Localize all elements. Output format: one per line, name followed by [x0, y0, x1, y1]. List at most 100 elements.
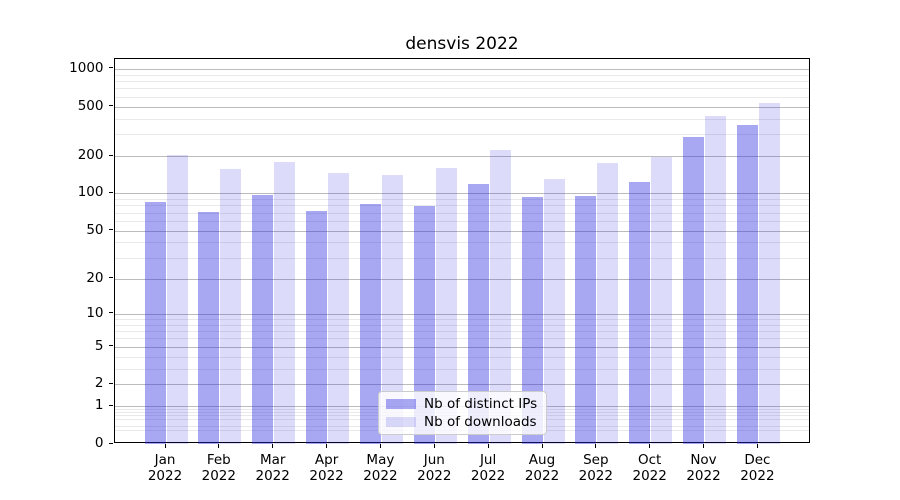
y-tick-mark [109, 345, 113, 347]
chart-title: densvis 2022 [405, 34, 519, 54]
minor-gridline [114, 199, 809, 201]
x-tick-label: Jan 2022 [147, 452, 183, 484]
bar-downloads-feb [220, 169, 242, 444]
x-tick-mark [218, 443, 220, 448]
x-tick-mark [433, 443, 435, 448]
bar-distinct-ips-jun [413, 206, 435, 444]
bar-downloads-dec [758, 102, 780, 444]
x-tick-label: Dec 2022 [740, 452, 775, 484]
x-tick-mark [595, 443, 597, 448]
bar-distinct-ips-mar [252, 194, 274, 444]
y-tick-mark [109, 442, 113, 444]
y-tick-mark [109, 312, 113, 314]
bar-downloads-aug [543, 178, 565, 444]
legend-swatch-downloads [386, 417, 416, 427]
x-tick-label: Feb 2022 [201, 452, 236, 484]
bar-distinct-ips-sep [575, 195, 597, 444]
bar-downloads-apr [328, 173, 350, 444]
bar-downloads-oct [651, 157, 673, 444]
bar-downloads-jun [435, 167, 457, 444]
x-tick-label: May 2022 [363, 452, 398, 484]
x-tick-mark [541, 443, 543, 448]
x-tick-mark [756, 443, 758, 448]
x-tick-label: Jun 2022 [417, 452, 452, 484]
minor-gridline [114, 81, 809, 82]
x-tick-mark [703, 443, 704, 448]
x-tick-mark [487, 443, 489, 448]
minor-gridline [114, 324, 809, 326]
bar-distinct-ips-dec [736, 124, 758, 444]
legend-swatch-distinct-ips [386, 399, 416, 409]
minor-gridline [114, 356, 809, 358]
x-tick-label: Mar 2022 [255, 452, 290, 484]
y-tick-label: 1000 [69, 59, 104, 76]
y-tick-mark [109, 404, 113, 406]
x-tick-mark [649, 443, 651, 448]
bar-downloads-sep [597, 163, 619, 444]
major-gridline [114, 313, 809, 315]
y-tick-mark [109, 277, 113, 279]
minor-gridline [114, 319, 809, 320]
minor-gridline [114, 338, 809, 340]
bar-distinct-ips-may [359, 204, 381, 444]
legend-label-distinct-ips: Nb of distinct IPs [424, 396, 538, 412]
y-tick-label: 500 [77, 97, 104, 114]
major-gridline [114, 230, 809, 232]
y-tick-label: 0 [94, 435, 104, 451]
legend-item-downloads: Nb of downloads [386, 414, 537, 430]
major-gridline [114, 156, 809, 158]
minor-gridline [114, 212, 809, 214]
bar-downloads-may [381, 175, 403, 444]
bar-downloads-nov [705, 115, 726, 444]
minor-gridline [114, 242, 809, 244]
minor-gridline [114, 74, 809, 76]
minor-gridline [114, 368, 809, 370]
y-tick-label: 1 [94, 397, 104, 414]
bar-downloads-mar [274, 161, 296, 444]
y-tick-label: 20 [86, 269, 104, 286]
minor-gridline [114, 205, 809, 207]
major-gridline [114, 68, 809, 70]
legend-label-downloads: Nb of downloads [424, 414, 537, 430]
y-tick-label: 200 [77, 147, 104, 164]
minor-gridline [114, 134, 809, 136]
plot-area [113, 58, 810, 444]
major-gridline [114, 384, 809, 386]
x-tick-label: Jul 2022 [470, 452, 506, 484]
y-tick-mark [109, 191, 113, 193]
bars-layer [115, 59, 809, 444]
bar-distinct-ips-jan [144, 202, 166, 444]
bar-distinct-ips-jul [467, 184, 489, 444]
x-tick-mark [164, 443, 166, 448]
x-tick-label: Oct 2022 [632, 452, 667, 484]
minor-gridline [114, 220, 809, 222]
bar-distinct-ips-oct [629, 181, 651, 444]
y-tick-label: 5 [94, 337, 104, 354]
x-tick-mark [379, 443, 381, 448]
y-tick-label: 50 [86, 221, 104, 238]
bar-distinct-ips-nov [683, 136, 704, 444]
bar-distinct-ips-apr [306, 211, 328, 444]
x-tick-mark [326, 443, 328, 448]
minor-gridline [114, 257, 809, 259]
minor-gridline [114, 96, 809, 98]
minor-gridline [114, 118, 809, 120]
y-tick-label: 100 [77, 184, 104, 201]
minor-gridline [114, 331, 809, 333]
major-gridline [114, 193, 809, 195]
y-tick-mark [109, 229, 113, 230]
y-tick-mark [109, 67, 113, 69]
y-tick-mark [109, 154, 113, 156]
legend: Nb of distinct IPs Nb of downloads [378, 391, 548, 435]
legend-item-distinct-ips: Nb of distinct IPs [386, 396, 537, 412]
bar-distinct-ips-aug [521, 197, 543, 444]
x-tick-label: Aug 2022 [524, 452, 560, 484]
minor-gridline [114, 88, 809, 90]
x-tick-mark [272, 443, 274, 448]
y-tick-label: 2 [94, 375, 104, 392]
bar-downloads-jan [166, 155, 188, 444]
bar-downloads-jul [489, 150, 511, 444]
x-tick-label: Sep 2022 [578, 452, 613, 484]
y-tick-mark [109, 382, 113, 384]
